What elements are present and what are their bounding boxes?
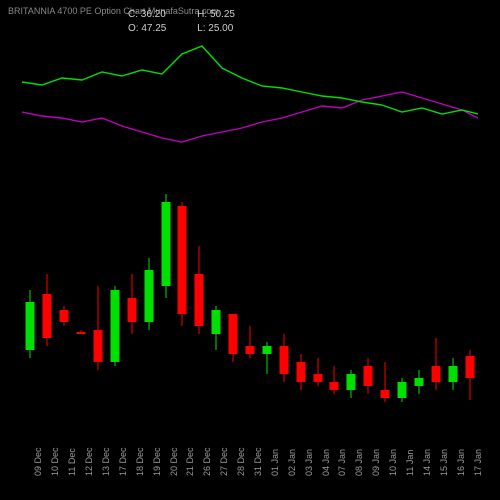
candle-body	[93, 330, 102, 362]
x-axis-label: 31 Dec	[253, 447, 263, 476]
x-axis-label: 09 Jan	[371, 449, 381, 476]
candle-body	[161, 202, 170, 286]
candle	[410, 190, 427, 410]
x-axis-label: 10 Jan	[388, 449, 398, 476]
candle-body	[212, 310, 221, 334]
x-axis-label: 13 Dec	[101, 447, 111, 476]
x-axis-label: 27 Dec	[219, 447, 229, 476]
candle	[106, 190, 123, 410]
high-value: 50.25	[210, 9, 235, 20]
candle-body	[414, 378, 423, 386]
candle	[39, 190, 56, 410]
high-label: H:	[197, 9, 207, 20]
candle	[73, 190, 90, 410]
candle	[461, 190, 478, 410]
candle	[275, 190, 292, 410]
candle-wick	[435, 338, 436, 390]
x-axis-label: 18 Dec	[135, 447, 145, 476]
candle-body	[245, 346, 254, 354]
x-axis-label: 26 Dec	[202, 447, 212, 476]
indicator-chart	[22, 40, 478, 170]
candle	[258, 190, 275, 410]
candle	[208, 190, 225, 410]
low-value: 25.00	[208, 23, 233, 34]
candle-body	[330, 382, 339, 390]
x-axis-label: 04 Jan	[321, 449, 331, 476]
candle-body	[397, 382, 406, 398]
candle	[343, 190, 360, 410]
candle-body	[195, 274, 204, 326]
candle-body	[229, 314, 238, 354]
x-axis-label: 16 Jan	[456, 449, 466, 476]
x-axis-label: 20 Dec	[169, 447, 179, 476]
candle	[90, 190, 107, 410]
x-axis-label: 08 Jan	[354, 449, 364, 476]
candle	[394, 190, 411, 410]
candle	[191, 190, 208, 410]
candle-body	[431, 366, 440, 382]
candle	[174, 190, 191, 410]
x-axis-label: 10 Dec	[50, 447, 60, 476]
candle-body	[43, 294, 52, 338]
x-axis-label: 28 Dec	[236, 447, 246, 476]
candle	[326, 190, 343, 410]
ohlc-stats: C: 36.20 O: 47.25 H: 50.25 L: 25.00	[128, 8, 263, 36]
candle	[377, 190, 394, 410]
candle	[157, 190, 174, 410]
x-axis-label: 14 Jan	[422, 449, 432, 476]
candle-body	[347, 374, 356, 390]
low-label: L:	[197, 23, 205, 34]
x-axis-label: 17 Jan	[473, 449, 483, 476]
x-axis-label: 01 Jan	[270, 449, 280, 476]
candle	[427, 190, 444, 410]
close-value: 36.20	[141, 9, 166, 20]
candle-body	[144, 270, 153, 322]
candle-body	[465, 356, 474, 378]
candle-body	[364, 366, 373, 386]
x-axis-label: 02 Jan	[287, 449, 297, 476]
close-label: C:	[128, 9, 138, 20]
candle-body	[279, 346, 288, 374]
candle	[242, 190, 259, 410]
candle	[309, 190, 326, 410]
x-axis-label: 03 Jan	[304, 449, 314, 476]
candle	[225, 190, 242, 410]
candlestick-chart	[22, 190, 478, 410]
candle-body	[381, 390, 390, 398]
candle	[444, 190, 461, 410]
x-axis-label: 11 Dec	[67, 448, 77, 476]
candle	[22, 190, 39, 410]
x-axis: 09 Dec 10 Dec 11 Dec 12 Dec 13 Dec 17 Dec 18 D…	[22, 420, 478, 500]
candle	[123, 190, 140, 410]
candle	[56, 190, 73, 410]
candle-body	[448, 366, 457, 382]
x-axis-label: 21 Dec	[185, 447, 195, 476]
x-axis-label: 19 Dec	[152, 447, 162, 476]
candle-body	[178, 206, 187, 314]
candle	[292, 190, 309, 410]
x-axis-label: 15 Jan	[439, 449, 449, 476]
x-axis-label: 09 Dec	[33, 447, 43, 476]
candle	[140, 190, 157, 410]
open-label: O:	[128, 23, 139, 34]
candle-body	[26, 302, 35, 350]
candle-body	[313, 374, 322, 382]
x-axis-label: 12 Dec	[84, 447, 94, 476]
x-axis-label: 17 Dec	[118, 447, 128, 476]
open-value: 47.25	[141, 23, 166, 34]
candle-body	[77, 332, 86, 334]
candle-body	[110, 290, 119, 362]
candle-body	[60, 310, 69, 322]
candle-body	[296, 362, 305, 382]
candle	[360, 190, 377, 410]
x-axis-label: 11 Jan	[405, 450, 415, 476]
candle-body	[127, 298, 136, 322]
x-axis-label: 07 Jan	[337, 449, 347, 476]
candle-body	[262, 346, 271, 354]
